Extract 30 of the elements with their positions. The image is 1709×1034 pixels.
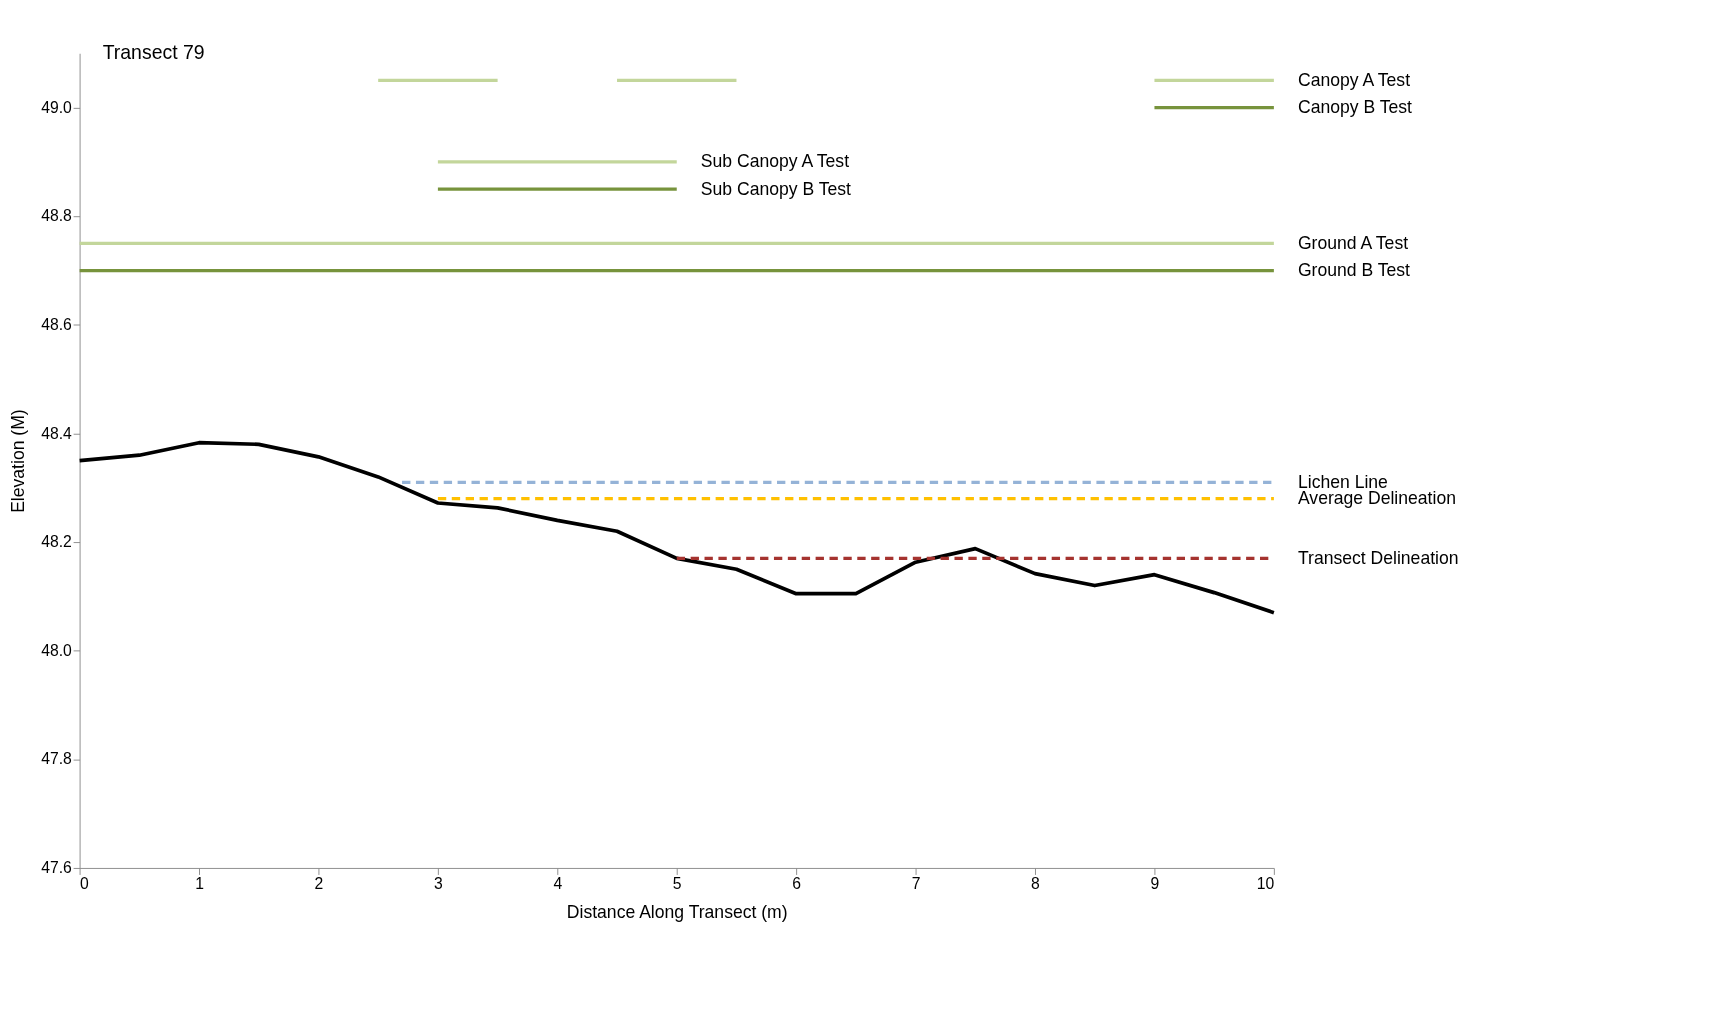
y-tick-label: 48.4 bbox=[41, 424, 73, 442]
y-tick-label: 48.0 bbox=[41, 641, 73, 659]
chart-title: Transect 79 bbox=[102, 40, 205, 63]
x-tick-label: 4 bbox=[553, 874, 563, 892]
x-tick-label: 3 bbox=[433, 874, 443, 892]
x-tick-label: 1 bbox=[195, 874, 204, 892]
x-axis-title: Distance Along Transect (m) bbox=[566, 902, 788, 923]
y-tick-label: 48.2 bbox=[41, 533, 72, 551]
y-axis-title: Elevation (M) bbox=[8, 409, 29, 513]
series-label: Canopy B Test bbox=[1297, 97, 1413, 118]
x-tick-label: 5 bbox=[672, 874, 682, 892]
y-tick-label: 48.6 bbox=[41, 315, 73, 333]
x-tick-label: 2 bbox=[314, 874, 324, 892]
series-label: Sub Canopy A Test bbox=[700, 151, 850, 172]
series-label: Transect Delineation bbox=[1297, 547, 1459, 568]
y-tick-label: 49.0 bbox=[41, 98, 73, 116]
series-label: Sub Canopy B Test bbox=[700, 178, 852, 199]
series-label: Ground A Test bbox=[1297, 232, 1409, 253]
x-tick-label: 9 bbox=[1150, 874, 1160, 892]
series-label: Canopy A Test bbox=[1297, 70, 1411, 90]
y-tick-label: 48.8 bbox=[41, 207, 73, 225]
x-tick-label: 10 bbox=[1256, 874, 1275, 892]
y-tick-label: 47.6 bbox=[41, 859, 73, 877]
series-label: Ground B Test bbox=[1297, 260, 1411, 281]
x-tick-label: 7 bbox=[911, 874, 921, 892]
y-tick-label: 47.8 bbox=[41, 750, 73, 768]
x-tick-label: 6 bbox=[792, 874, 802, 892]
x-tick-label: 0 bbox=[80, 874, 90, 892]
line-series bbox=[77, 440, 1276, 615]
x-tick-label: 8 bbox=[1031, 874, 1041, 892]
